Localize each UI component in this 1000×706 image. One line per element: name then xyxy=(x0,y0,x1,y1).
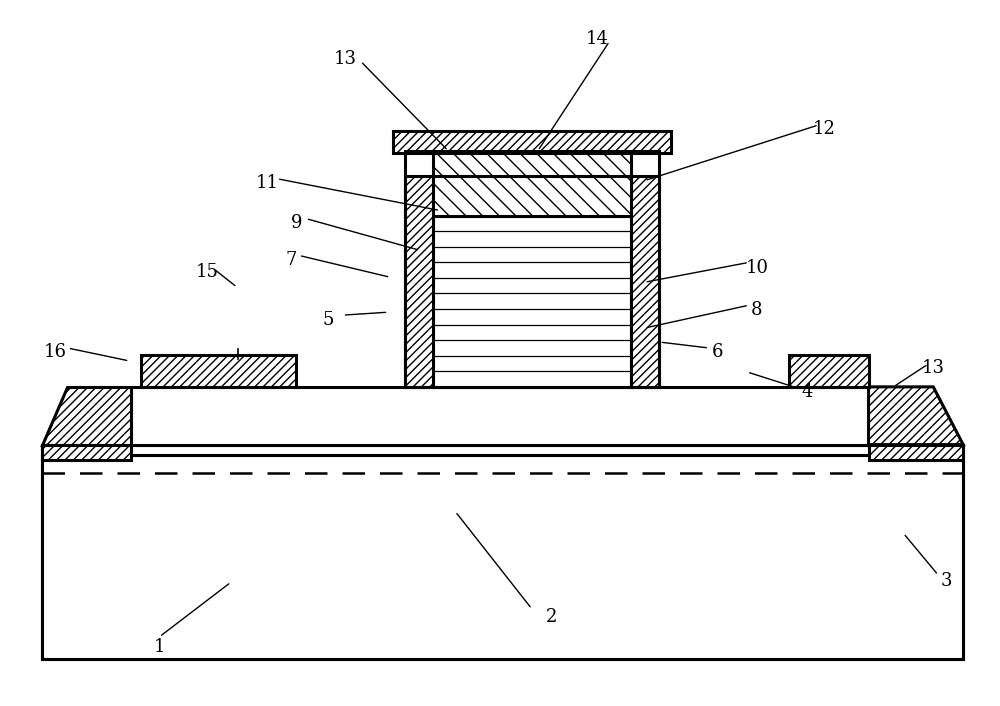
Text: 7: 7 xyxy=(285,251,297,270)
Text: 10: 10 xyxy=(745,259,768,277)
Bar xyxy=(131,387,869,445)
Polygon shape xyxy=(869,387,963,445)
Bar xyxy=(393,131,671,152)
Text: 16: 16 xyxy=(43,343,66,361)
Bar xyxy=(141,355,296,387)
Text: 3: 3 xyxy=(940,572,952,590)
Bar xyxy=(42,445,963,455)
Text: 2: 2 xyxy=(546,608,557,626)
Text: 5: 5 xyxy=(323,311,334,329)
Bar xyxy=(405,176,433,387)
Text: 15: 15 xyxy=(196,263,219,281)
Bar xyxy=(405,151,659,387)
Bar xyxy=(405,151,659,387)
Text: 8: 8 xyxy=(751,301,763,319)
Bar xyxy=(433,151,631,176)
Text: 9: 9 xyxy=(291,213,303,232)
Polygon shape xyxy=(42,445,131,460)
Text: 13: 13 xyxy=(334,50,357,68)
Text: 13: 13 xyxy=(922,359,945,377)
Bar xyxy=(433,215,631,387)
Bar xyxy=(789,355,869,387)
Polygon shape xyxy=(869,445,963,460)
Polygon shape xyxy=(42,387,131,445)
Text: 14: 14 xyxy=(586,30,609,48)
Bar xyxy=(42,455,963,659)
Text: 11: 11 xyxy=(255,174,278,191)
Text: 1: 1 xyxy=(154,638,165,656)
Text: 12: 12 xyxy=(812,120,835,138)
Bar xyxy=(631,176,659,387)
Text: 6: 6 xyxy=(711,343,723,361)
Bar xyxy=(433,176,631,215)
Text: 4: 4 xyxy=(801,383,812,401)
